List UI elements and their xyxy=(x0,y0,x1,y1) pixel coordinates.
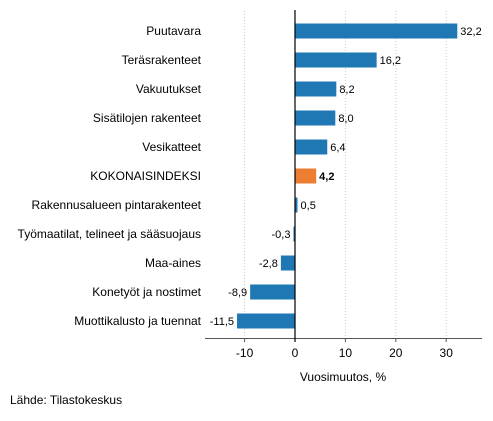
value-labels: 32,2 16,2 8,2 8,0 6,4 4,2 0,5 -0,3 -2,8 -8,9 -11,5 xyxy=(210,26,482,328)
category-labels: Puutavara Teräsrakenteet Vakuutukset Sisäti… xyxy=(18,24,202,328)
category-label: Vesikatteet xyxy=(142,140,201,154)
x-tick-label: 20 xyxy=(389,346,403,360)
category-label: Konetyöt ja nostimet xyxy=(92,285,201,299)
category-label: Muottikalusto ja tuennat xyxy=(74,314,201,328)
value-label: 32,2 xyxy=(460,26,481,38)
x-tick-label: 0 xyxy=(292,346,299,360)
x-tick-label: 30 xyxy=(440,346,454,360)
x-axis: -10 0 10 20 30 xyxy=(205,338,482,360)
category-label: Sisätilojen rakenteet xyxy=(93,111,202,125)
bar xyxy=(295,110,336,126)
bar xyxy=(295,52,377,68)
category-label: Työmaatilat, telineet ja sääsuojaus xyxy=(18,227,201,241)
value-label: 6,4 xyxy=(330,142,345,154)
bar xyxy=(295,168,317,184)
source-note: Lähde: Tilastokeskus xyxy=(10,393,122,407)
value-label: 16,2 xyxy=(380,55,401,67)
value-label: -11,5 xyxy=(210,316,234,328)
x-axis-title: Vuosimuutos, % xyxy=(300,370,387,384)
bar xyxy=(295,81,337,97)
value-label: 8,2 xyxy=(339,84,354,96)
value-label: -2,8 xyxy=(259,258,278,270)
bar xyxy=(250,284,295,300)
category-label: Vakuutukset xyxy=(136,82,202,96)
x-tick-label: 10 xyxy=(339,346,353,360)
bar xyxy=(295,23,458,39)
bars xyxy=(237,23,458,329)
value-label: -0,3 xyxy=(272,229,291,241)
category-label: Teräsrakenteet xyxy=(122,53,202,67)
value-label: -8,9 xyxy=(228,287,247,299)
x-tick-label: -10 xyxy=(236,346,254,360)
value-label: 8,0 xyxy=(338,113,353,125)
category-label: Maa-aines xyxy=(145,256,201,270)
bar xyxy=(280,255,295,271)
bar xyxy=(293,226,295,242)
bar xyxy=(295,139,328,155)
category-label: Puutavara xyxy=(146,24,201,38)
category-label: KOKONAISINDEKSI xyxy=(90,169,201,183)
value-label: 4,2 xyxy=(319,171,334,183)
value-label: 0,5 xyxy=(301,200,316,212)
category-label: Rakennusalueen pintarakenteet xyxy=(32,198,202,212)
bar xyxy=(237,313,295,329)
bar xyxy=(295,197,298,213)
